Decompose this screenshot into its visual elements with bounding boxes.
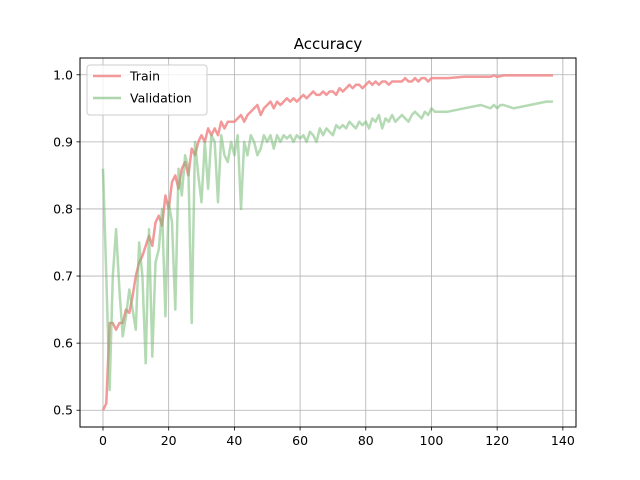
x-tick-label: 120 <box>485 433 509 448</box>
y-tick-label: 0.7 <box>53 269 73 284</box>
x-tick-label: 20 <box>161 433 177 448</box>
x-tick-label: 0 <box>99 433 107 448</box>
x-tick-label: 80 <box>358 433 374 448</box>
chart-title: Accuracy <box>294 35 363 53</box>
y-tick-label: 0.9 <box>53 134 73 149</box>
ticks: 0 20 40 60 80 100 120 140 0.5 0.6 0.7 0.8 0.9 1.0 <box>53 67 575 448</box>
legend-label-validation: Validation <box>130 91 192 106</box>
axes-frame <box>79 57 577 428</box>
y-tick-label: 0.5 <box>53 403 73 418</box>
series-line-validation <box>101 100 553 392</box>
legend: Train Validation <box>86 64 208 116</box>
y-tick-label: 1.0 <box>53 67 73 82</box>
x-tick-label: 140 <box>551 433 575 448</box>
legend-box <box>86 64 208 116</box>
x-tick-label: 40 <box>226 433 242 448</box>
x-tick-label: 100 <box>420 433 444 448</box>
series-line-train <box>101 74 553 411</box>
y-tick-label: 0.8 <box>53 201 73 216</box>
x-tick-label: 60 <box>292 433 308 448</box>
y-tick-label: 0.6 <box>53 336 73 351</box>
legend-label-train: Train <box>129 69 160 84</box>
series-lines <box>101 74 553 411</box>
